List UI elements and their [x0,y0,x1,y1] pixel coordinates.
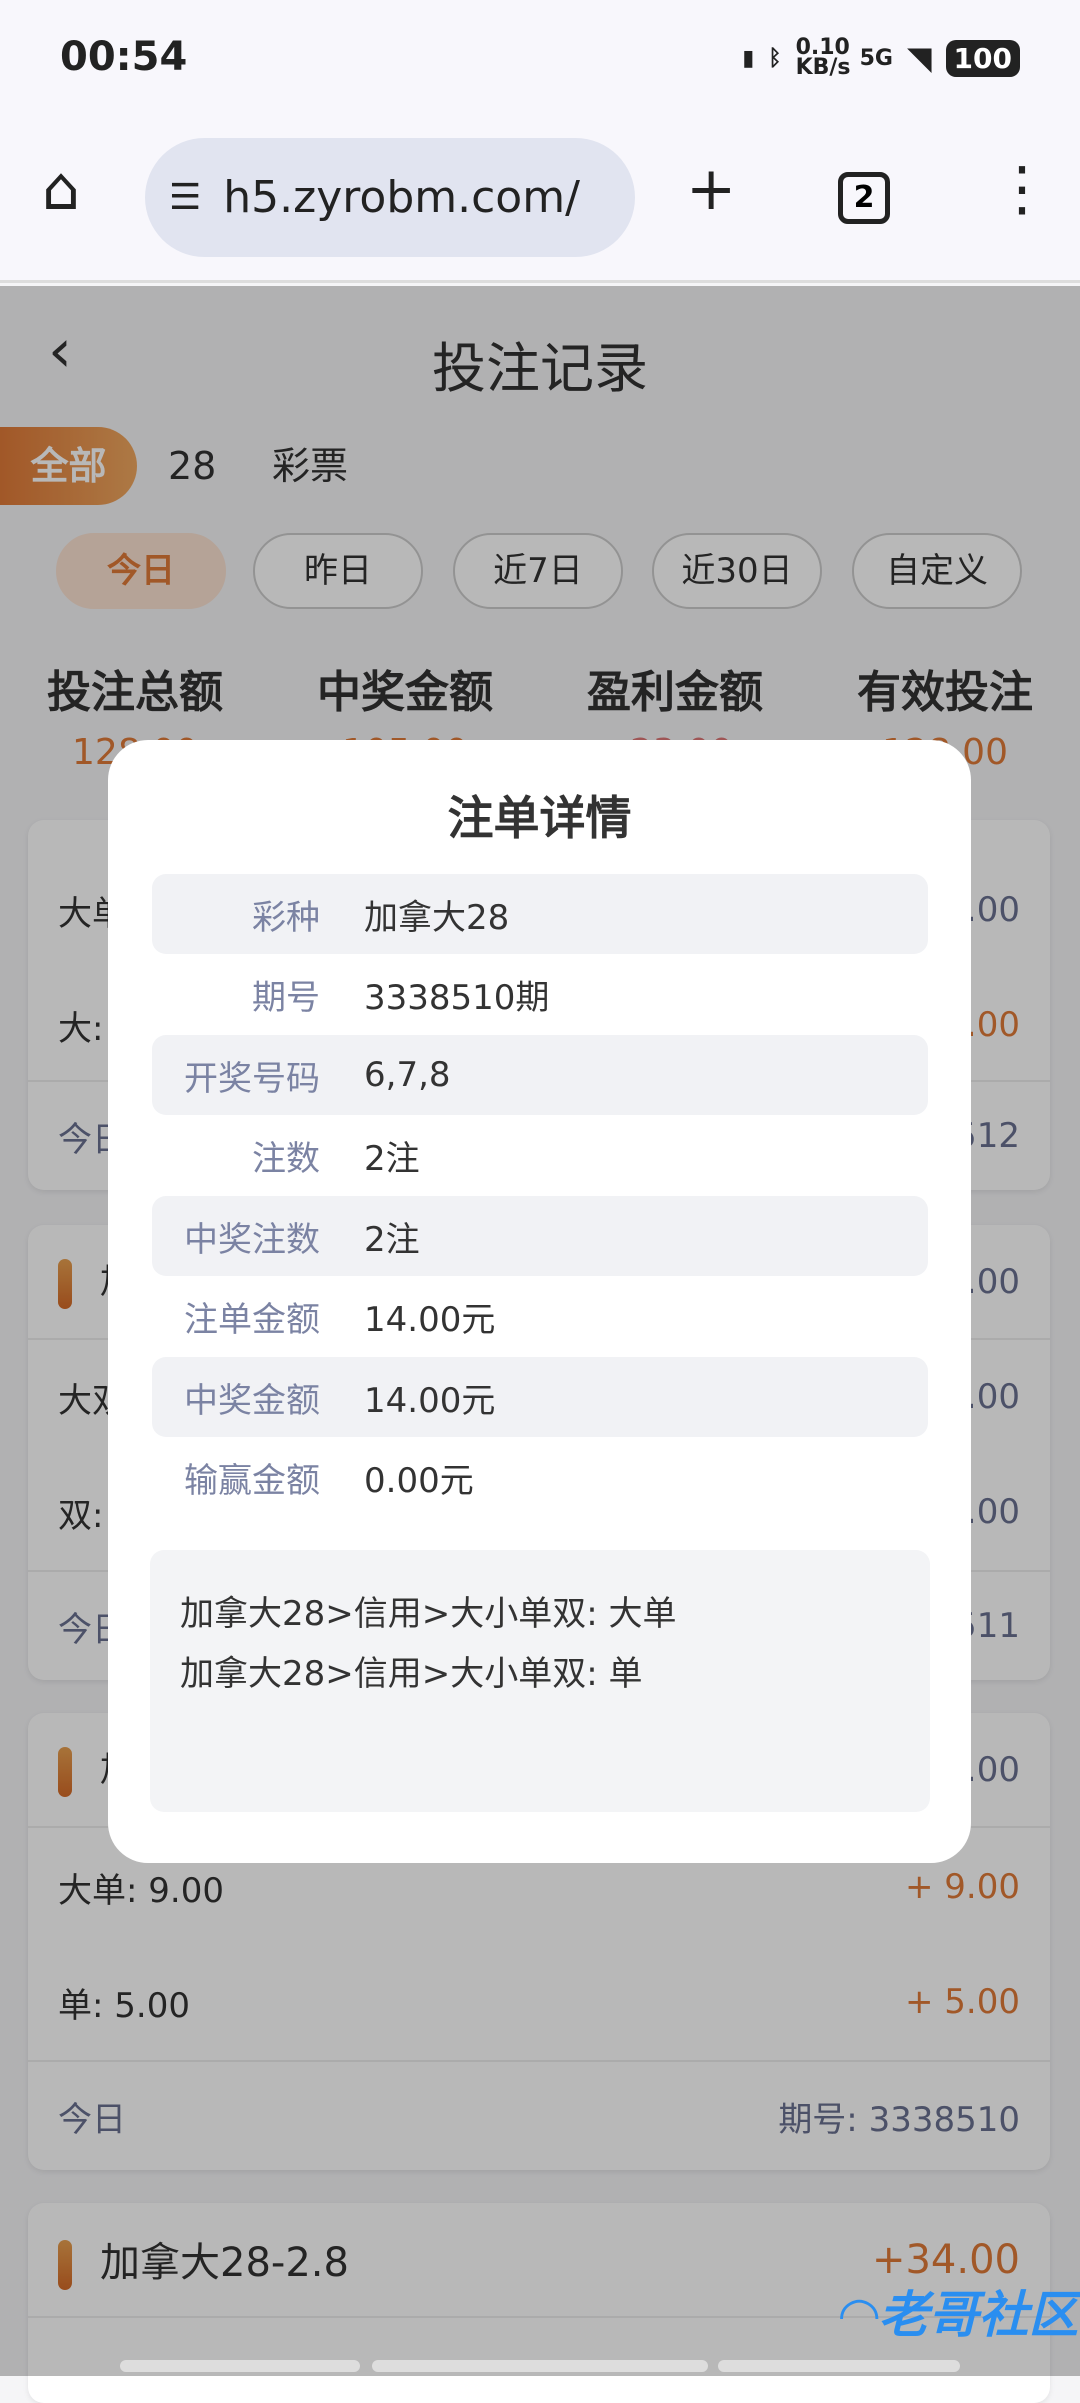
detail-row: 中奖金额 14.00元 [152,1357,928,1437]
detail-label: 期号 [252,978,320,1018]
filter-yesterday[interactable]: 昨日 [253,533,423,609]
tab-switcher-button[interactable]: 2 [838,172,890,224]
detail-row: 中奖注数 2注 [152,1196,928,1276]
nav-bar-segment [120,2360,360,2372]
detail-label: 开奖号码 [184,1058,320,1099]
detail-label: 注数 [252,1139,320,1179]
site-settings-icon[interactable]: ☰ [169,177,202,218]
detail-value: 2注 [364,1219,420,1260]
detail-row: 开奖号码 6,7,8 [152,1035,928,1115]
accent-bar [58,2239,72,2290]
nav-bar-segment [372,2360,708,2372]
filter-30days[interactable]: 近30日 [652,533,822,609]
wifi-icon: ◥ [906,39,932,77]
home-icon[interactable]: ⌂ [42,154,81,224]
new-tab-icon[interactable]: + [686,154,737,224]
detail-label: 中奖金额 [184,1380,320,1421]
modal-title: 注单详情 [447,791,632,845]
detail-row: 期号 3338510期 [152,955,928,1035]
bet-row: 双: .00 [58,1492,1020,1536]
status-icons: ▮ ᛒ 0.10 KB/s 5G ◥ 100 [742,35,1020,80]
bet-row: 大: .00 [58,1005,1020,1049]
address-bar[interactable]: ☰ h5.zyrobm.com/ [145,138,635,257]
detail-value: 14.00元 [364,1300,496,1340]
detail-label: 输赢金额 [184,1461,320,1501]
detail-row: 注单金额 14.00元 [152,1277,928,1357]
battery-icon: 100 [945,39,1020,77]
page-title: 投注记录 [432,337,648,400]
accent-bar [58,1258,72,1309]
detail-value: 加拿大28 [364,897,510,938]
status-bar: 00:54 ▮ ᛒ 0.10 KB/s 5G ◥ 100 [0,0,1080,120]
card-header: 加拿大28-2.8 +34.00 [28,2203,1050,2318]
vibrate-icon: ▮ [742,45,755,71]
bet-detail-modal: 注单详情 彩种 加拿大28 期号 3338510期 开奖号码 6,7,8 注数 2注 中奖注数 2… [108,740,971,1863]
signal-icon: 5G [859,45,893,71]
filter-custom[interactable]: 自定义 [852,533,1022,609]
filter-today[interactable]: 今日 [56,533,226,609]
more-menu-icon[interactable]: ⋮ [992,154,1052,224]
watermark-logo: ◠老哥社区 [840,2286,1079,2344]
detail-value: 0.00元 [364,1461,474,1501]
bet-content-box: 加拿大28>信用>大小单双: 大单 加拿大28>信用>大小单双: 单 [150,1550,930,1812]
detail-row: 输赢金额 0.00元 [152,1438,928,1518]
browser-toolbar: ⌂ ☰ h5.zyrobm.com/ + 2 ⋮ [0,120,1080,283]
detail-label: 彩种 [252,897,320,938]
category-28[interactable]: 28 [168,444,217,488]
detail-value: 2注 [364,1139,420,1179]
bet-content-line: 加拿大28>信用>大小单双: 大单 [180,1594,677,1634]
url-text: h5.zyrobm.com/ [223,172,580,223]
detail-row: 注数 2注 [152,1116,928,1196]
detail-row: 彩种 加拿大28 [152,874,928,954]
clock: 00:54 [60,34,188,80]
net-speed: 0.10 KB/s [795,35,851,80]
bluetooth-icon: ᛒ [768,45,782,71]
detail-label: 中奖注数 [184,1219,320,1260]
detail-value: 14.00元 [364,1380,496,1421]
bet-row: 单: 5.00 + 5.00 [58,1982,1020,2026]
accent-bar [58,1746,72,1797]
detail-value: 6,7,8 [364,1055,451,1095]
bet-content-line: 加拿大28>信用>大小单双: 单 [180,1654,643,1694]
filter-7days[interactable]: 近7日 [453,533,623,609]
detail-label: 注单金额 [184,1300,320,1340]
detail-value: 3338510期 [364,978,550,1018]
category-lottery[interactable]: 彩票 [272,444,349,488]
back-icon[interactable]: ‹ [48,316,72,386]
category-all[interactable]: 全部 [0,427,137,505]
nav-bar-segment [718,2360,960,2372]
bet-row: 大单: 9.00 + 9.00 [58,1867,1020,1911]
card-footer: 今日 期号: 3338510 [28,2060,1050,2170]
